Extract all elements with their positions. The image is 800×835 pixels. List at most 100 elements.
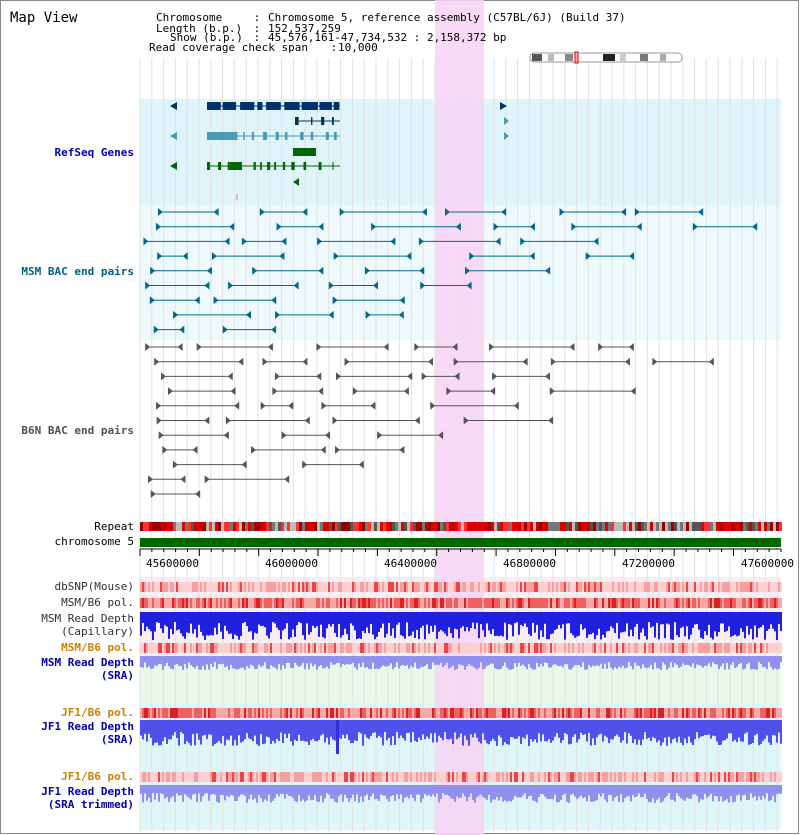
track-label-msm-pol[interactable]: MSM/B6 pol. <box>61 596 134 609</box>
msm-depth-cap-bar <box>552 612 554 634</box>
track-label-b6n-bac[interactable]: B6N BAC end pairs <box>21 424 134 437</box>
info-chromosome-label: Chromosome <box>156 11 223 24</box>
msm-sra-pol-strip <box>278 643 280 653</box>
jf1-pol-strip <box>742 708 744 718</box>
jf1-pol-strip <box>448 708 450 718</box>
msm-sra-pol-strip <box>506 643 508 653</box>
track-label-repeat[interactable]: Repeat <box>94 520 134 533</box>
msm-sra-pol-strip <box>566 643 568 653</box>
jf1-depth-sra-bar <box>704 720 706 735</box>
track-label-msm-bac[interactable]: MSM BAC end pairs <box>21 265 134 278</box>
repeat-block <box>662 522 665 531</box>
msm-depth-cap-bar <box>766 612 768 631</box>
msm-pol-strip <box>698 598 700 608</box>
dbsnp-strip <box>278 582 280 592</box>
jf1-pol-strip <box>270 708 272 718</box>
jf1-depth-sra-bar <box>588 720 590 733</box>
msm-pol-strip <box>768 598 770 608</box>
msm-pol-strip <box>346 598 348 608</box>
jf1-depth-trim-bar <box>384 785 386 796</box>
b6n-bac-end <box>177 343 183 351</box>
jf1-trim-pol-strip <box>360 772 362 782</box>
jf1-depth-sra-bar <box>702 720 704 737</box>
msm-sra-pol-strip <box>664 643 666 653</box>
msm-pol-strip <box>658 598 660 608</box>
msm-depth-sra-bar <box>346 656 348 664</box>
repeat-block <box>674 522 677 531</box>
msm-depth-cap-bar <box>532 612 534 623</box>
msm-pol-strip <box>456 598 458 608</box>
msm-depth-sra-bar <box>660 656 662 670</box>
jf1-depth-trim-bar <box>296 785 298 803</box>
jf1-pol-strip <box>460 708 462 718</box>
jf1-depth-trim-bar <box>250 785 252 795</box>
msm-depth-sra-bar <box>354 656 356 668</box>
msm-sra-pol-strip <box>324 643 326 653</box>
jf1-pol-strip <box>778 708 780 718</box>
msm-pol-strip <box>402 598 404 608</box>
jf1-depth-trim-bar <box>302 785 304 800</box>
dbsnp-strip <box>526 582 528 592</box>
msm-pol-strip <box>476 598 478 608</box>
msm-depth-cap-bar <box>776 612 778 640</box>
track-label-msm-depth-sra[interactable]: MSM Read Depth (SRA) <box>41 656 134 682</box>
jf1-trim-pol-strip <box>436 772 438 782</box>
msm-depth-cap-bar <box>340 612 342 638</box>
msm-pol-strip <box>362 598 364 608</box>
msm-depth-sra-bar <box>672 656 674 668</box>
track-label-refseq[interactable]: RefSeq Genes <box>54 146 134 159</box>
dbsnp-strip <box>460 582 462 592</box>
track-label-dbsnp[interactable]: dbSNP(Mouse) <box>54 580 134 593</box>
msm-depth-sra-bar <box>758 656 760 663</box>
jf1-pol-strip <box>696 708 698 718</box>
dbsnp-strip <box>592 582 594 592</box>
repeat-block <box>740 522 743 531</box>
msm-sra-pol-strip <box>264 643 266 653</box>
msm-sra-pol-strip <box>686 643 688 653</box>
dbsnp-strip <box>534 582 536 592</box>
msm-pol-strip <box>264 598 266 608</box>
msm-pol-strip <box>308 598 310 608</box>
dbsnp-strip <box>352 582 354 592</box>
msm-pol-strip <box>470 598 472 608</box>
jf1-trim-pol-strip <box>726 772 728 782</box>
dbsnp-strip <box>406 582 408 592</box>
track-label-msm-depth-capillary[interactable]: MSM Read Depth (Capillary) <box>41 612 134 638</box>
jf1-depth-trim-bar <box>140 785 142 794</box>
jf1-depth-trim-bar <box>742 785 744 796</box>
repeat-block <box>284 522 287 531</box>
jf1-pol-strip <box>502 708 504 718</box>
dbsnp-strip <box>716 582 718 592</box>
jf1-depth-sra-bar <box>340 720 342 739</box>
jf1-trim-pol-strip <box>164 772 166 782</box>
msm-depth-sra-bar <box>246 656 248 667</box>
msm-sra-pol-strip <box>700 643 702 653</box>
msm-depth-sra-bar <box>224 656 226 668</box>
repeat-block <box>266 522 269 531</box>
jf1-pol-strip <box>580 708 582 718</box>
track-label-jf1-depth-sra[interactable]: JF1 Read Depth (SRA) <box>41 720 134 746</box>
msm-depth-cap-bar <box>342 612 344 636</box>
track-label-jf1-depth-trimmed[interactable]: JF1 Read Depth (SRA trimmed) <box>41 785 134 811</box>
msm-depth-sra-bar <box>558 656 560 667</box>
jf1-depth-sra-bar <box>272 720 274 741</box>
jf1-depth-trim-bar <box>708 785 710 797</box>
msm-depth-cap-bar <box>368 612 370 634</box>
dbsnp-strip <box>622 582 624 592</box>
msm-depth-sra-bar <box>290 656 292 668</box>
track-label-msm-pol-sra[interactable]: MSM/B6 pol. <box>61 641 134 654</box>
jf1-depth-trim-bar <box>526 785 528 800</box>
jf1-depth-trim-bar <box>678 785 680 797</box>
msm-depth-sra-bar <box>518 656 520 663</box>
jf1-trim-pol-strip <box>432 772 434 782</box>
jf1-trim-pol-strip <box>148 772 150 782</box>
track-label-jf1-pol[interactable]: JF1/B6 pol. <box>61 706 134 719</box>
jf1-depth-trim-bar <box>372 785 374 794</box>
dbsnp-strip <box>332 582 334 592</box>
track-label-chromosome[interactable]: chromosome 5 <box>54 535 134 548</box>
track-label-jf1-pol-trimmed[interactable]: JF1/B6 pol. <box>61 770 134 783</box>
dbsnp-strip <box>326 582 328 592</box>
repeat-block <box>560 522 563 531</box>
